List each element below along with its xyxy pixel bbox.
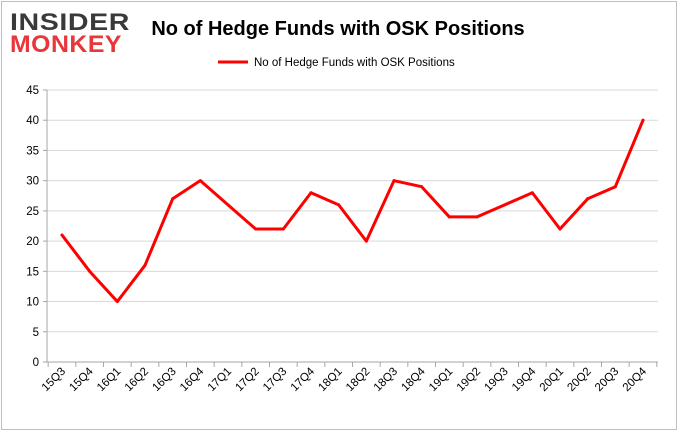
- y-tick-label: 25: [26, 206, 39, 218]
- data-point: [364, 239, 368, 243]
- data-point: [88, 269, 92, 273]
- legend-label: No of Hedge Funds with OSK Positions: [254, 57, 455, 69]
- data-point: [558, 227, 562, 231]
- data-point: [60, 233, 64, 237]
- data-point: [613, 185, 617, 189]
- grid-lines: [47, 89, 658, 333]
- legend: No of Hedge Funds with OSK Positions: [218, 57, 455, 69]
- data-point: [503, 203, 507, 207]
- y-tick-labels: 0 5 10 15 20 25 30 35 40 45: [26, 85, 39, 369]
- y-tick-label: 45: [26, 85, 39, 97]
- data-point: [420, 185, 424, 189]
- axes: [43, 89, 658, 367]
- data-point: [641, 118, 645, 122]
- chart-title: No of Hedge Funds with OSK Positions: [151, 18, 524, 40]
- data-point: [115, 300, 119, 304]
- data-point: [198, 179, 202, 183]
- y-tick-label: 0: [33, 357, 39, 369]
- y-tick-label: 30: [26, 176, 39, 188]
- data-point: [226, 203, 230, 207]
- y-tick-label: 35: [26, 145, 39, 157]
- data-point: [143, 263, 147, 267]
- y-tick-label: 5: [33, 327, 39, 339]
- data-point: [281, 227, 285, 231]
- data-point: [254, 227, 258, 231]
- data-point: [171, 197, 175, 201]
- data-point: [586, 197, 590, 201]
- series-layer: [60, 118, 645, 304]
- data-point: [309, 191, 313, 195]
- y-tick-label: 40: [26, 115, 39, 127]
- data-point: [475, 215, 479, 219]
- y-tick-label: 20: [26, 236, 39, 248]
- data-point: [392, 179, 396, 183]
- data-point: [447, 215, 451, 219]
- y-tick-label: 15: [26, 266, 39, 278]
- series-line-0: [60, 118, 645, 304]
- y-tick-label: 10: [26, 297, 39, 309]
- data-point: [530, 191, 534, 195]
- logo-line2: MONKEY: [10, 31, 122, 58]
- insider-monkey-logo: INSIDER MONKEY: [10, 9, 130, 58]
- data-point: [337, 203, 341, 207]
- logo-line1: INSIDER: [10, 9, 130, 36]
